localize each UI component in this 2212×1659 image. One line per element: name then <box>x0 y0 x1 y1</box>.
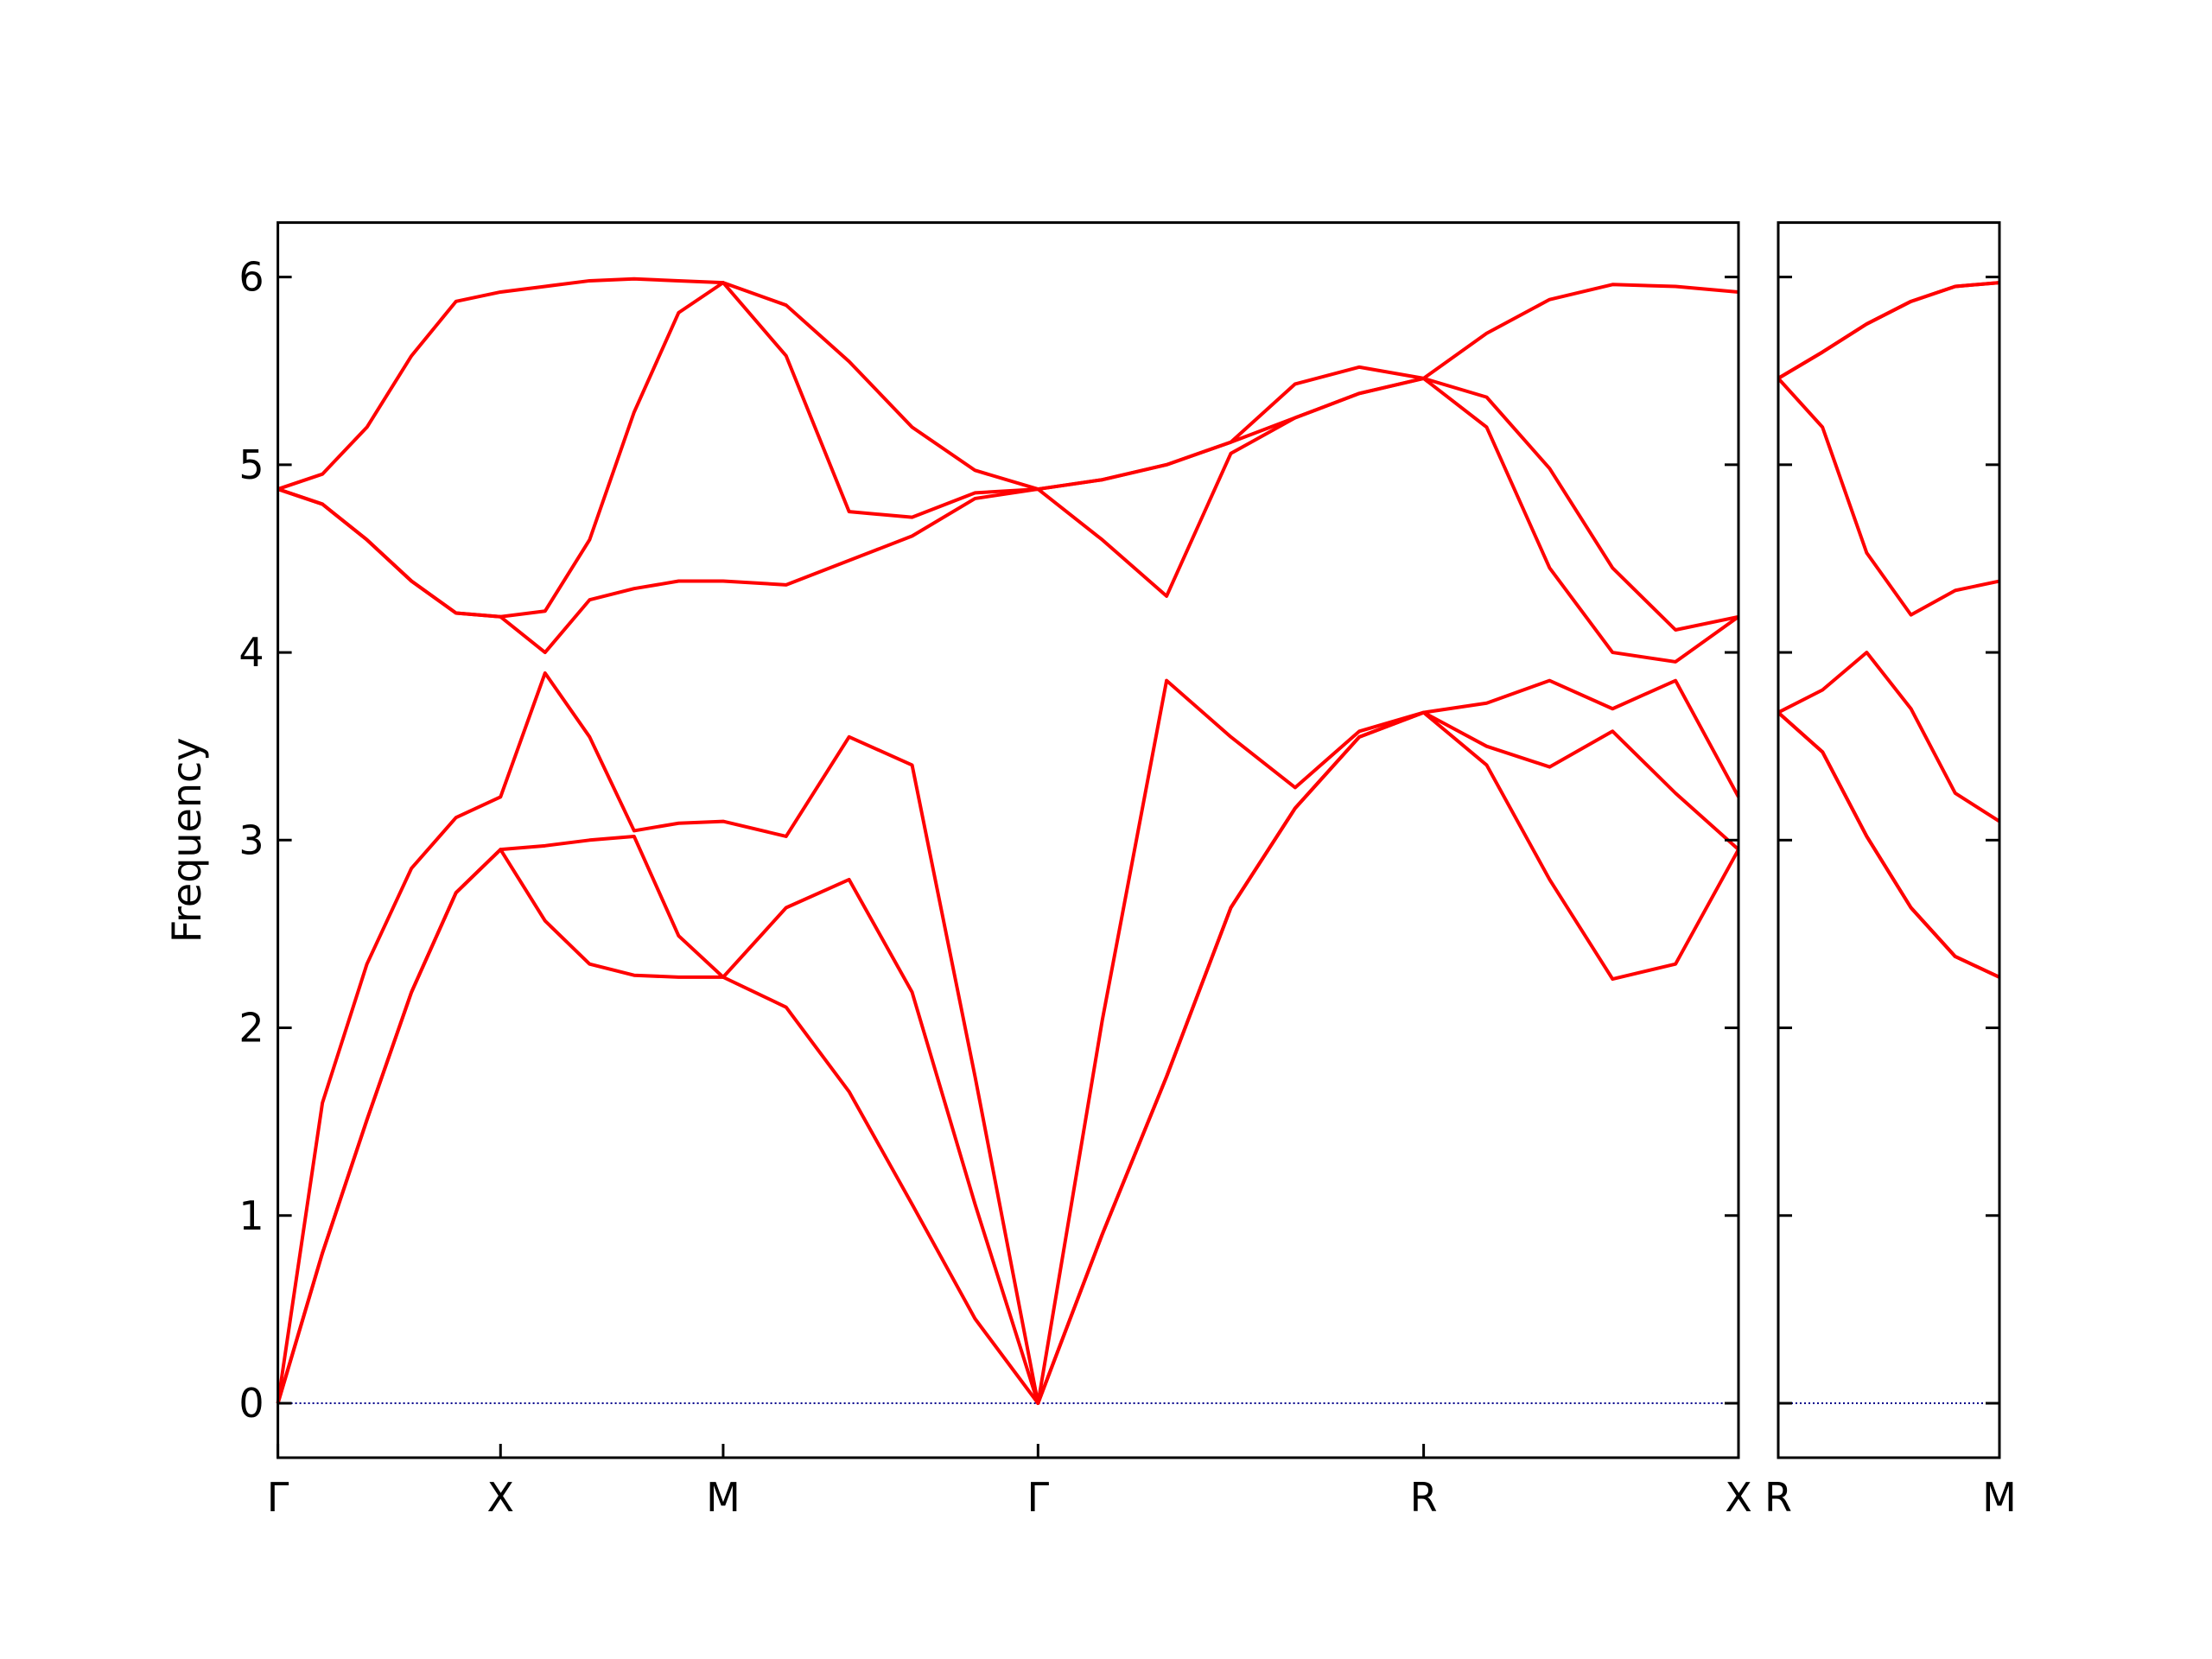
plot-frame <box>276 221 1740 1459</box>
x-tick-label: M <box>1982 1474 2017 1521</box>
band-line <box>276 671 1740 1405</box>
y-tick-label: 3 <box>238 817 264 863</box>
y-tick-label: 6 <box>238 254 264 301</box>
plot-frame <box>1777 221 2001 1459</box>
y-tick-label: 5 <box>238 442 264 488</box>
x-tick-label: X <box>487 1474 515 1521</box>
x-tick-label: R <box>1764 1474 1792 1521</box>
y-tick-label: 2 <box>238 1005 264 1052</box>
band-line <box>276 281 1739 632</box>
y-tick-label: 0 <box>238 1380 264 1427</box>
band-line <box>1777 281 2000 380</box>
y-tick-label: 4 <box>238 629 264 676</box>
band-line <box>276 710 1740 1405</box>
band-line <box>1777 281 2000 380</box>
x-tick-label: M <box>706 1474 741 1521</box>
x-tick-label: Γ <box>267 1474 289 1521</box>
band-line <box>276 276 1739 492</box>
x-tick-label: R <box>1410 1474 1438 1521</box>
x-tick-label: Γ <box>1027 1474 1050 1521</box>
band-line <box>1777 651 2001 823</box>
y-tick-label: 1 <box>238 1192 264 1239</box>
y-axis-label: Frequency <box>163 737 210 943</box>
x-tick-label: X <box>1725 1474 1752 1521</box>
band-line <box>1777 711 2000 979</box>
band-line <box>1777 377 2000 617</box>
band-line <box>1777 711 2000 979</box>
band-line <box>276 710 1740 1405</box>
band-line <box>276 376 1740 664</box>
